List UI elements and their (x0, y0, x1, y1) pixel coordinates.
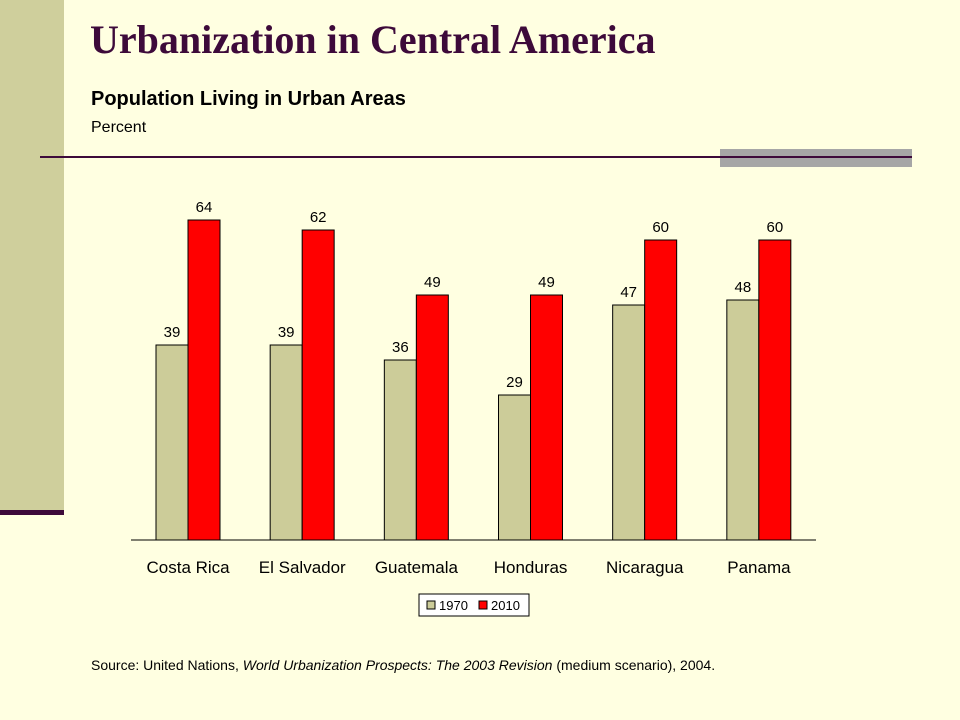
bar-1970-nicaragua (612, 304, 646, 541)
legend-swatch-2010 (478, 600, 488, 610)
legend-label-1970: 1970 (439, 598, 468, 613)
bar-1970-honduras (498, 394, 531, 541)
bar-1970-el-salvador (269, 344, 303, 541)
chart-unit: Percent (91, 119, 147, 136)
x-tick-label: Panama (727, 558, 791, 577)
bar-2010-nicaragua (644, 239, 678, 541)
legend-label-2010: 2010 (491, 598, 520, 613)
source-suffix: (medium scenario), 2004. (552, 657, 716, 673)
bar-2010-guatemala (415, 294, 449, 541)
data-label: 36 (392, 339, 409, 356)
side-decoration-bar (0, 0, 64, 512)
x-tick-label: Costa Rica (147, 558, 231, 577)
bar-1970-costa-rica (155, 344, 189, 541)
bar-1970-panama (726, 299, 760, 541)
data-label: 64 (196, 199, 213, 216)
source-prefix: Source: United Nations, (91, 657, 243, 673)
x-tick-label: Guatemala (375, 558, 459, 577)
data-label: 48 (734, 279, 751, 296)
bar-2010-el-salvador (301, 229, 335, 541)
title-rule-accent-line (720, 156, 912, 158)
data-label: 62 (310, 209, 327, 226)
data-label: 49 (424, 274, 441, 291)
title-rule-accent (720, 149, 912, 167)
x-tick-label: El Salvador (259, 558, 346, 577)
data-label: 60 (652, 219, 669, 236)
source-publication: World Urbanization Prospects: The 2003 R… (242, 657, 553, 673)
data-label: 39 (164, 324, 181, 341)
chart-subtitle: Population Living in Urban Areas (91, 88, 406, 110)
bar-1970-guatemala (383, 359, 417, 541)
slide-title: Urbanization in Central America (90, 17, 656, 62)
bar-2010-costa-rica (187, 219, 221, 541)
bar-2010-panama (758, 239, 792, 541)
title-rule (40, 156, 912, 158)
data-label: 29 (506, 374, 523, 391)
data-label: 47 (620, 284, 637, 301)
x-tick-label: Nicaragua (606, 558, 684, 577)
data-label: 49 (538, 274, 555, 291)
source-note: Source: United Nations, World Urbanizati… (91, 657, 715, 673)
legend-box (418, 593, 530, 617)
data-label: 60 (766, 219, 783, 236)
data-label: 39 (278, 324, 295, 341)
bar-2010-honduras (530, 294, 563, 541)
legend-swatch-1970 (426, 600, 436, 610)
side-decoration-line (0, 510, 64, 515)
x-tick-label: Honduras (494, 558, 568, 577)
